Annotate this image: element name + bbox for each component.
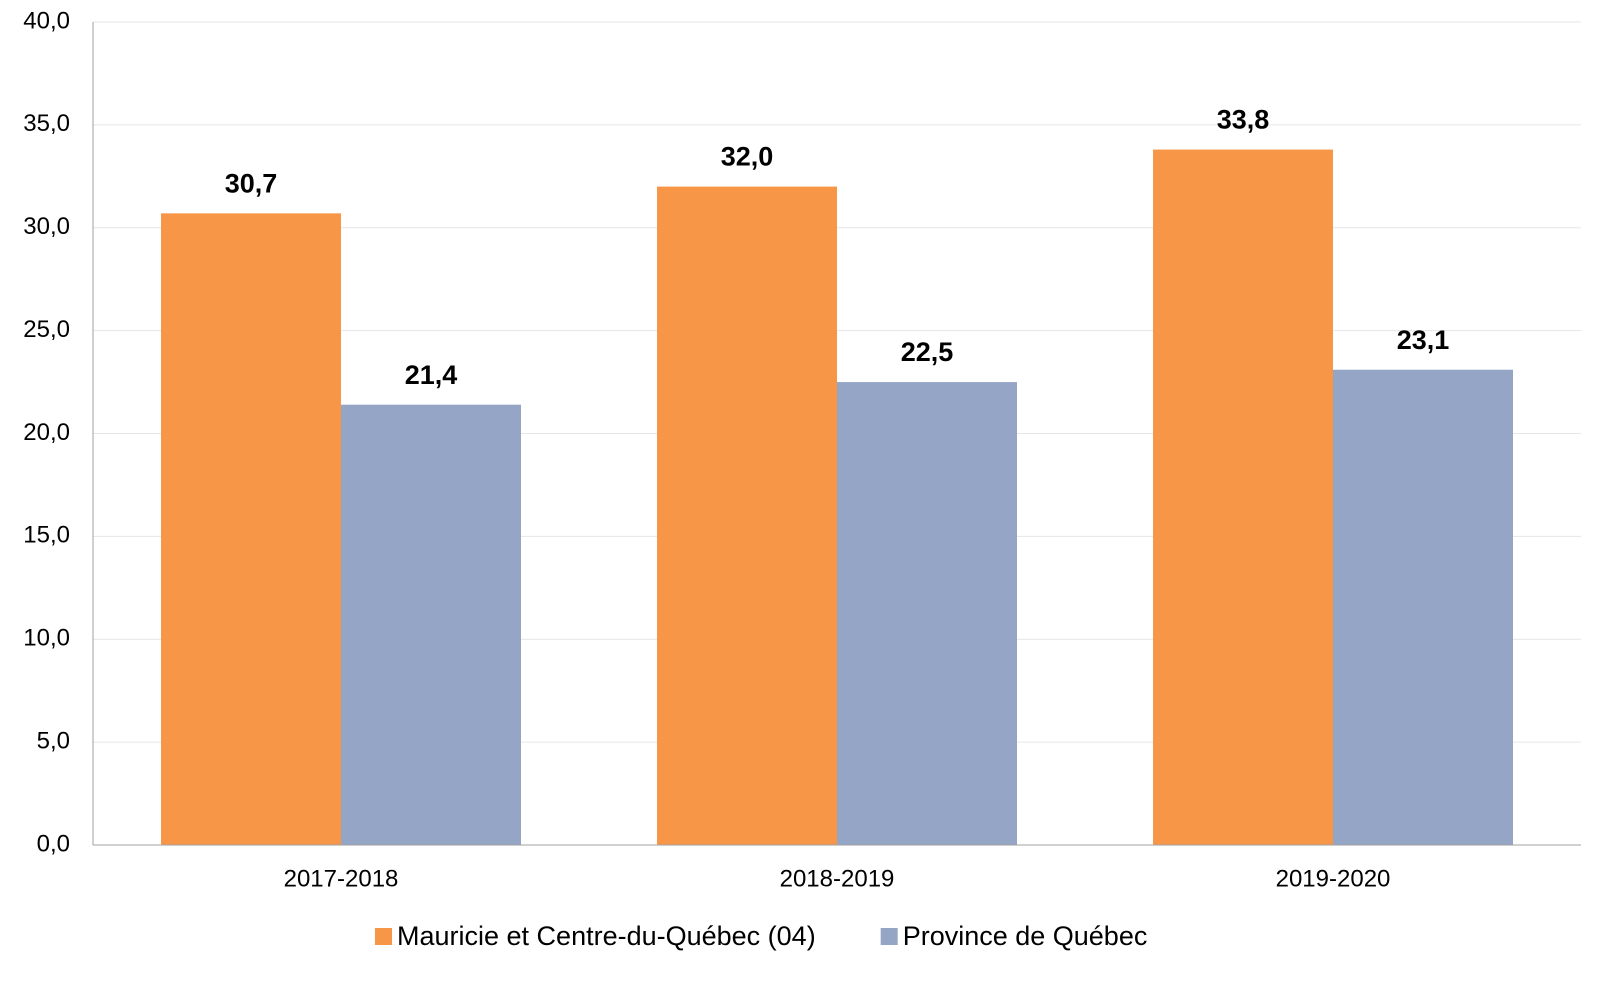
bar [341,404,521,845]
y-tick-label: 20,0 [23,419,70,446]
x-tick-label: 2019-2020 [1276,865,1391,892]
legend-swatch [880,928,898,945]
x-tick-label: 2018-2019 [780,865,895,892]
value-label: 22,5 [901,337,954,367]
y-tick-label: 0,0 [37,830,70,857]
bar [837,382,1017,845]
value-label: 33,8 [1217,105,1270,135]
value-label: 32,0 [721,142,774,172]
value-label: 23,1 [1397,325,1450,355]
y-tick-label: 10,0 [23,625,70,652]
legend-label: Mauricie et Centre-du-Québec (04) [397,921,816,951]
legend-swatch [375,928,392,945]
y-tick-label: 35,0 [23,110,70,137]
bar [1333,369,1513,845]
bar [161,213,341,845]
y-tick-label: 5,0 [37,727,70,754]
bar [657,186,837,846]
bar [1153,149,1333,845]
y-tick-label: 30,0 [23,213,70,240]
y-tick-label: 25,0 [23,316,70,343]
y-tick-label: 40,0 [23,7,70,34]
y-tick-label: 15,0 [23,522,70,549]
legend-label: Province de Québec [903,921,1148,951]
x-tick-label: 2017-2018 [284,865,399,892]
value-label: 30,7 [225,168,278,198]
value-label: 21,4 [405,360,458,390]
